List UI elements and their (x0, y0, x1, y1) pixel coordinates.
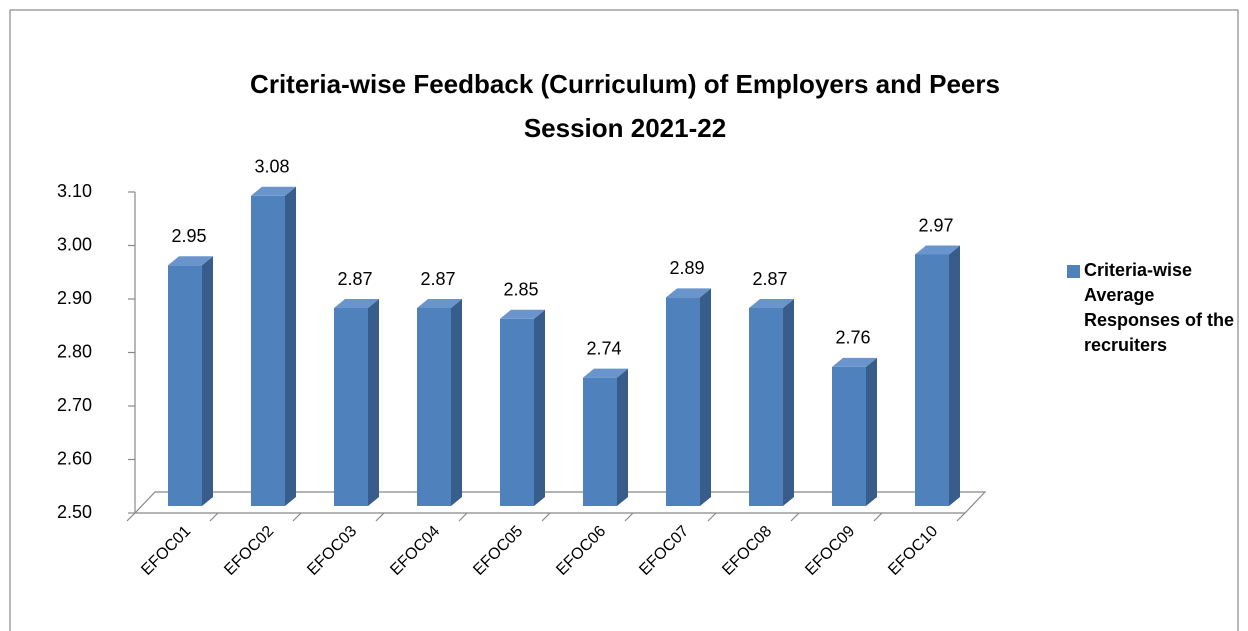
bar-top (334, 299, 379, 309)
data-label: 2.74 (586, 338, 621, 358)
y-tick-label: 2.70 (57, 395, 92, 415)
bar-side (368, 299, 379, 506)
chart-title: Criteria-wise Feedback (Curriculum) of E… (250, 69, 1000, 99)
data-label: 2.87 (752, 269, 787, 289)
legend-label: Criteria-wise Average Responses of the r… (1084, 260, 1235, 355)
bar-top (251, 186, 296, 196)
floor (133, 491, 987, 514)
bar-side (534, 309, 545, 506)
data-label: 2.85 (503, 280, 538, 300)
data-label: 2.87 (337, 269, 372, 289)
bar-side (700, 288, 711, 506)
bar-front (832, 366, 866, 506)
y-tick-label: 3.00 (57, 234, 92, 254)
bar-top (168, 256, 213, 266)
legend-swatch (1067, 265, 1080, 278)
bar-side (617, 368, 628, 506)
y-tick-label: 2.60 (57, 448, 92, 468)
bar-side (285, 186, 296, 506)
y-tick-label: 2.90 (57, 288, 92, 308)
bar-front (666, 297, 700, 506)
x-tick (624, 512, 634, 522)
bar-front (417, 308, 451, 506)
x-tick (956, 512, 966, 522)
chart-border (9, 9, 1239, 631)
bar-side (451, 299, 462, 506)
bar-front (749, 308, 783, 506)
data-label: 2.97 (918, 215, 953, 235)
bar-front (334, 308, 368, 506)
data-label: 2.95 (171, 226, 206, 246)
x-tick (126, 512, 136, 522)
bar-side (866, 357, 877, 506)
bar-front (915, 254, 949, 506)
x-tick (292, 512, 302, 522)
x-tick (707, 512, 717, 522)
bar-front (500, 318, 534, 506)
bar-side (783, 299, 794, 506)
bar-top (583, 368, 628, 378)
x-tick (873, 512, 883, 522)
x-tick (541, 512, 551, 522)
y-tick-label: 3.10 (57, 181, 92, 201)
x-tick (458, 512, 468, 522)
y-tick-label: 2.80 (57, 341, 92, 361)
bar-top (915, 245, 960, 255)
bar-side (949, 245, 960, 507)
y-tick-label: 2.50 (57, 502, 92, 522)
bar-top (749, 299, 794, 309)
legend-item: Criteria-wise Average Responses of the r… (1084, 260, 1235, 355)
x-tick (790, 512, 800, 522)
data-label: 2.87 (420, 269, 455, 289)
bar-front (583, 377, 617, 506)
data-label: 2.76 (835, 328, 870, 348)
data-label: 2.89 (669, 258, 704, 278)
x-tick (209, 512, 219, 522)
bar-side (202, 256, 213, 506)
bar-top (500, 309, 545, 319)
bar-top (417, 299, 462, 309)
x-tick (375, 512, 385, 522)
bar-top (832, 357, 877, 367)
data-label: 3.08 (254, 156, 289, 176)
chart-subtitle: Session 2021-22 (524, 113, 726, 143)
bar-top (666, 288, 711, 298)
bar-front (168, 265, 202, 506)
bar-front (251, 195, 285, 506)
